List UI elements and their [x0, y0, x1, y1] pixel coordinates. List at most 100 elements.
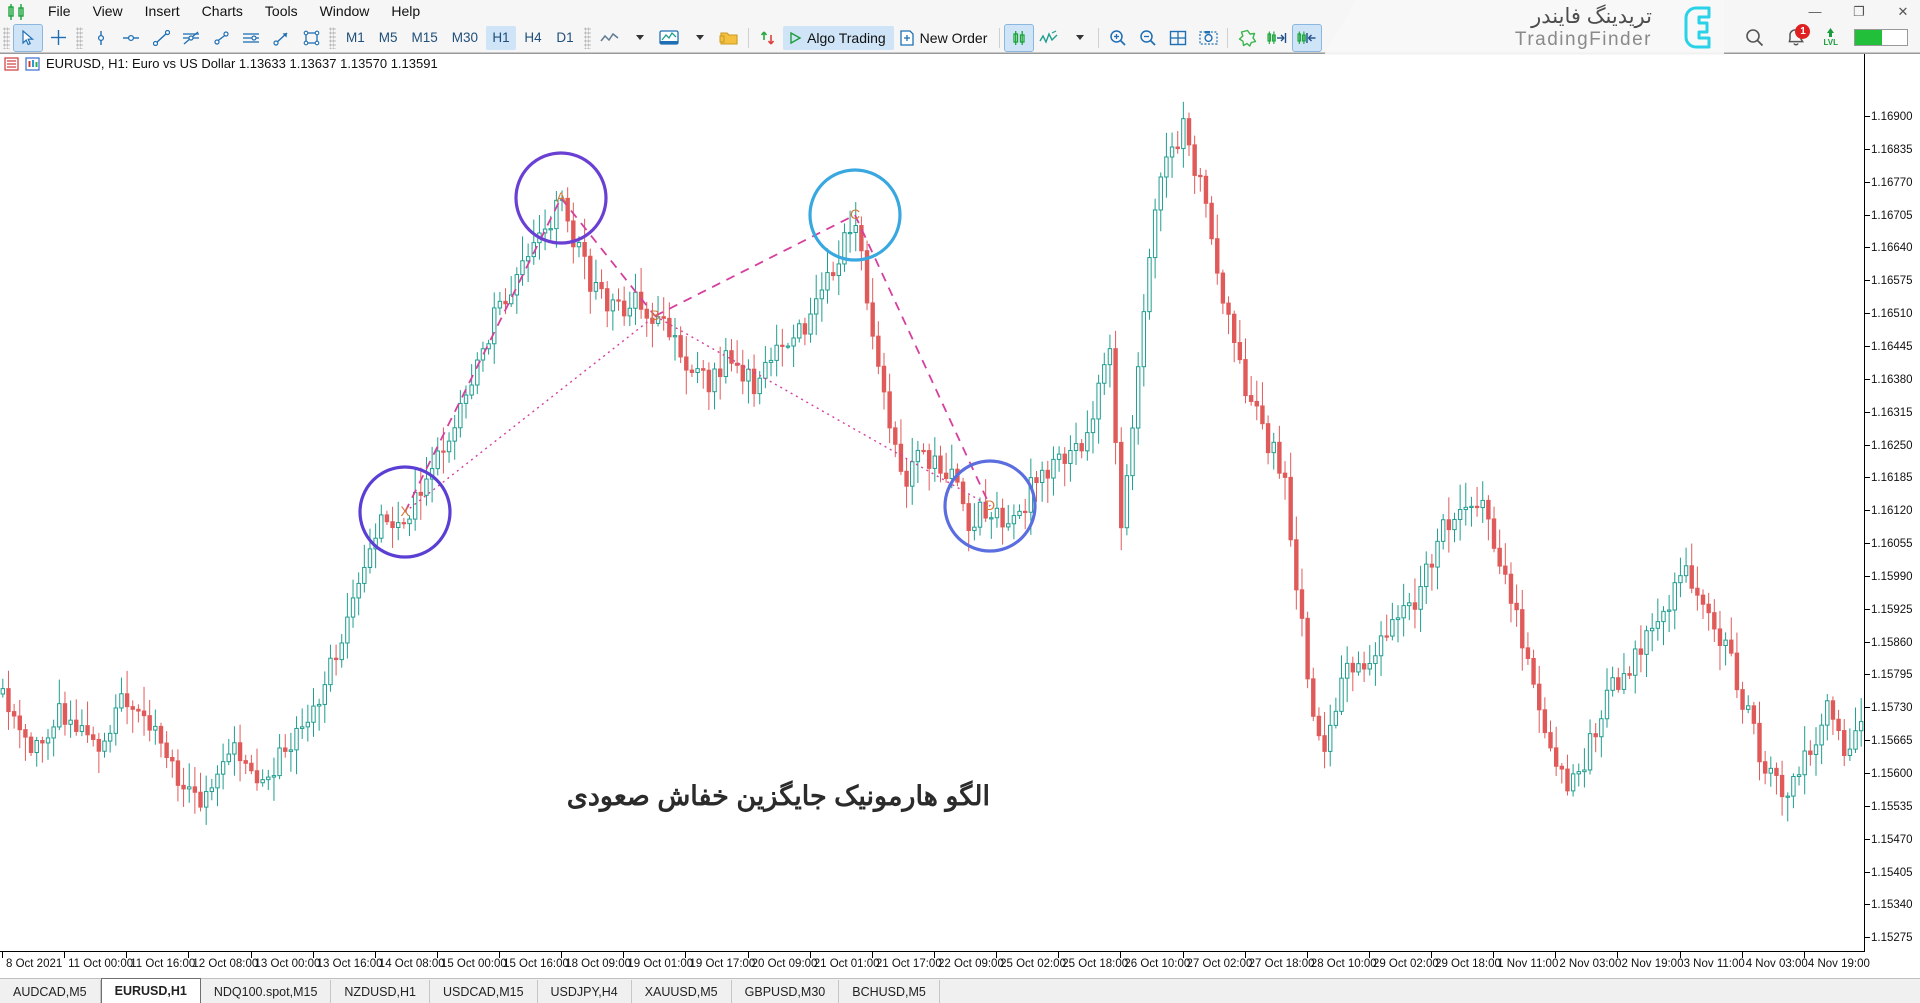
chart-tab[interactable]: NZDUSD,H1: [331, 980, 430, 1003]
menu-item-help[interactable]: Help: [391, 3, 421, 19]
zoom-out-icon[interactable]: [1134, 25, 1162, 51]
notifications-button[interactable]: 1: [1785, 23, 1811, 49]
chart-tab[interactable]: NDQ100.spot,M15: [201, 980, 332, 1003]
zoom-in-icon[interactable]: [1104, 25, 1132, 51]
toolbar-grip-2[interactable]: [76, 26, 83, 49]
candle-body: [593, 282, 599, 292]
object-list-icon[interactable]: [1233, 25, 1261, 51]
shift-start-icon[interactable]: [1292, 23, 1323, 52]
timeframe-m1[interactable]: M1: [346, 30, 365, 45]
account-level-indicator[interactable]: LVL: [1823, 28, 1838, 47]
menu-item-view[interactable]: View: [92, 3, 123, 19]
chart-tab[interactable]: USDCAD,M15: [430, 980, 538, 1003]
oscillator-dropdown-icon[interactable]: [1065, 25, 1093, 51]
horizontal-line-icon[interactable]: [117, 25, 145, 51]
candlestick-chart-icon[interactable]: [1004, 23, 1035, 52]
chart-tab[interactable]: EURUSD,H1: [100, 978, 201, 1003]
candle-body: [1226, 302, 1231, 315]
candle-body: [107, 732, 113, 742]
candle-body: [11, 711, 17, 717]
close-button[interactable]: ✕: [1897, 3, 1909, 19]
fib-levels-icon[interactable]: [237, 25, 265, 51]
tile-windows-icon[interactable]: [1164, 25, 1192, 51]
timeframe-m30[interactable]: M30: [451, 30, 479, 45]
crosshair-icon[interactable]: [44, 25, 72, 51]
candle-body: [644, 308, 649, 319]
oscillator-icon[interactable]: [1035, 25, 1063, 51]
menu-item-file[interactable]: File: [48, 3, 71, 19]
time-axis[interactable]: 8 Oct 2021 11 Oct 00:00 11 Oct 16:00 12 Oct…: [0, 951, 1870, 978]
folder-icon[interactable]: [715, 25, 743, 51]
candle-body: [1011, 515, 1017, 525]
indicators-dropdown-icon[interactable]: [685, 25, 713, 51]
chart-tab[interactable]: AUDCAD,M5: [0, 980, 101, 1003]
price-tick: 1.15340: [1865, 900, 1913, 911]
line-chart-icon[interactable]: [595, 25, 623, 51]
candle-body: [819, 289, 825, 300]
candle-body: [830, 272, 836, 277]
timeframe-d1[interactable]: D1: [556, 30, 574, 45]
fibonacci-icon[interactable]: [207, 25, 235, 51]
line-chart-dropdown-icon[interactable]: [625, 25, 653, 51]
menu-item-window[interactable]: Window: [319, 3, 370, 19]
menu-item-tools[interactable]: Tools: [264, 3, 298, 19]
search-icon[interactable]: [1740, 25, 1768, 51]
pattern-circle-C: [808, 168, 902, 262]
timeframe-m5[interactable]: M5: [378, 30, 398, 45]
timeframe-h1[interactable]: H1: [486, 25, 517, 50]
connection-strength-bar[interactable]: [1854, 29, 1908, 46]
shapes-icon[interactable]: [297, 25, 325, 51]
pattern-label-A: A: [556, 189, 566, 205]
chart-tab[interactable]: XAUUSD,M5: [632, 980, 732, 1003]
chart-tab[interactable]: USDJPY,H4: [538, 980, 632, 1003]
maximize-button[interactable]: ❐: [1853, 3, 1865, 19]
algo-trading-button[interactable]: Algo Trading: [783, 25, 894, 50]
candle-body: [1712, 612, 1717, 630]
indicators-icon[interactable]: [655, 25, 683, 51]
channel-icon[interactable]: [177, 25, 205, 51]
candle-body: [921, 449, 926, 453]
toolbar-grip-4[interactable]: [584, 26, 592, 49]
candle-body: [1604, 689, 1610, 720]
candle-body: [1198, 174, 1203, 178]
minimize-button[interactable]: —: [1808, 4, 1822, 19]
time-tick: 3 Nov 11:00: [1679, 952, 1745, 976]
candle-body: [1740, 689, 1745, 710]
candle-body: [384, 514, 390, 523]
candle-body: [85, 725, 90, 736]
vertical-line-icon[interactable]: [87, 25, 115, 51]
screenshot-icon[interactable]: [1194, 25, 1222, 51]
price-tick: 1.15990: [1865, 571, 1913, 583]
candle-body: [1350, 662, 1356, 673]
candle-body: [966, 503, 971, 532]
price-axis[interactable]: 1.16900 1.16835 1.16770 1.16705 1.16640 1.165…: [1864, 54, 1920, 952]
candle-body: [1271, 441, 1276, 454]
menu-item-insert[interactable]: Insert: [144, 3, 180, 19]
trendline-icon[interactable]: [147, 25, 175, 51]
candle-body: [1152, 209, 1158, 259]
timeframe-h4[interactable]: H4: [524, 30, 542, 45]
shift-end-icon[interactable]: [1263, 25, 1291, 51]
toolbar-grip-3[interactable]: [329, 26, 336, 49]
candle-body: [1023, 510, 1028, 514]
chart-tab[interactable]: GBPUSD,M30: [732, 980, 840, 1003]
cursor-icon[interactable]: [13, 23, 43, 52]
chart-area[interactable]: EURUSD, H1: Euro vs US Dollar 1.13633 1.…: [0, 53, 1920, 978]
time-tick: 13 Oct 16:00: [312, 952, 383, 976]
menu-bar: File View Insert Charts Tools Window Hel…: [0, 0, 1920, 23]
chart-annotation-text: الگو هارمونیک جایگزین خفاش صعودی: [566, 781, 990, 811]
chart-plot[interactable]: X A B C D: [0, 54, 1864, 952]
pattern-leg-XA: [404, 197, 562, 513]
toolbar-grip[interactable]: [3, 26, 10, 49]
timeframe-m15[interactable]: M15: [411, 30, 438, 45]
candle-body: [350, 597, 356, 618]
new-order-button[interactable]: New Order: [894, 26, 996, 50]
menu-item-charts[interactable]: Charts: [201, 3, 243, 19]
time-tick: 22 Oct 09:00: [934, 952, 1004, 976]
candle-body: [401, 522, 407, 525]
auto-scroll-icon[interactable]: [754, 25, 782, 51]
arrow-up-icon[interactable]: [267, 25, 295, 51]
candle-body: [650, 317, 655, 324]
candle-body: [1666, 609, 1672, 612]
chart-tab[interactable]: BCHUSD,M5: [839, 980, 940, 1003]
